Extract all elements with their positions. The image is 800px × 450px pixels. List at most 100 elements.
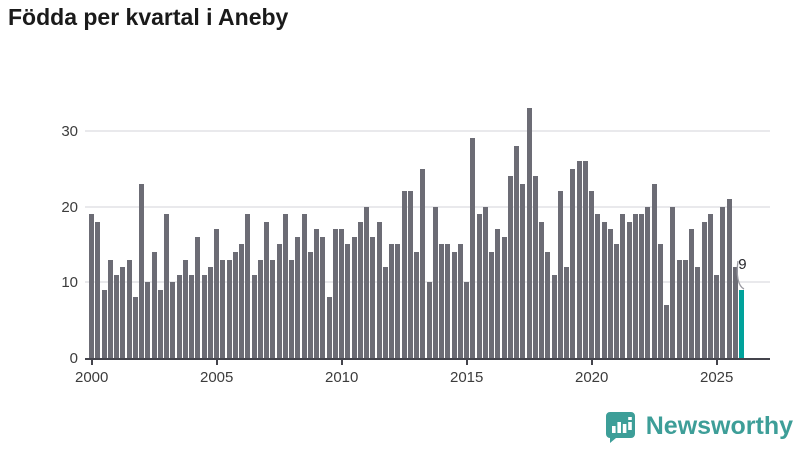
bar <box>682 259 688 358</box>
bar <box>95 221 101 358</box>
bar <box>657 244 663 358</box>
bar <box>214 229 220 358</box>
bar <box>514 146 520 358</box>
bar <box>201 274 207 358</box>
y-axis-label-30: 30 <box>61 122 78 140</box>
bar <box>526 108 532 358</box>
bar <box>295 236 301 358</box>
bar <box>551 274 557 358</box>
last-value-annotation: 9 <box>738 255 747 273</box>
mini-bar-1 <box>611 426 616 433</box>
bar <box>320 236 326 358</box>
bar <box>570 168 576 358</box>
bar <box>576 161 582 358</box>
bar <box>301 214 307 358</box>
bar <box>620 214 626 358</box>
bar <box>420 168 426 358</box>
x-axis-line <box>85 358 770 360</box>
bar <box>632 214 638 358</box>
bar <box>270 259 276 358</box>
bar <box>89 214 95 358</box>
bar <box>582 161 588 358</box>
mini-bar-exclamation <box>627 422 632 430</box>
highlighted-bar <box>739 289 745 358</box>
bar <box>314 229 320 358</box>
x-axis-tick-2010 <box>340 360 343 365</box>
bar <box>664 305 670 358</box>
mini-bar-3 <box>622 424 627 433</box>
bar <box>564 267 570 358</box>
bar <box>170 282 176 358</box>
bar <box>539 221 545 358</box>
bar <box>689 229 695 358</box>
y-axis-label-0: 0 <box>69 350 78 367</box>
bar <box>182 259 188 358</box>
bar <box>114 274 120 358</box>
bar <box>501 236 507 358</box>
annotation-connector-curve <box>736 260 745 290</box>
bar <box>382 267 388 358</box>
bar <box>395 244 401 358</box>
bar <box>145 282 151 358</box>
bar <box>701 221 707 358</box>
bar <box>426 282 432 358</box>
bar <box>601 221 607 358</box>
bar <box>595 214 601 358</box>
bar <box>457 244 463 358</box>
bar <box>257 259 263 358</box>
bar <box>326 297 332 358</box>
x-axis-label-2020: 2020 <box>575 369 609 386</box>
bar <box>276 244 282 358</box>
newsworthy-logo-text: Newsworthy <box>645 412 793 440</box>
bar <box>126 259 132 358</box>
bar <box>489 252 495 358</box>
bar <box>470 138 476 358</box>
gridline-y-20 <box>85 205 770 208</box>
bar <box>389 244 395 358</box>
bar <box>520 183 526 358</box>
bar <box>251 274 257 358</box>
gridline-y-30 <box>85 129 770 132</box>
bar <box>176 274 182 358</box>
bar <box>289 259 295 358</box>
newsworthy-logo-icon <box>605 412 635 443</box>
bar <box>720 206 726 358</box>
bar <box>245 214 251 358</box>
x-axis-tick-2020 <box>590 360 593 365</box>
bar <box>345 244 351 358</box>
bar <box>364 206 370 358</box>
bar <box>120 267 126 358</box>
bar <box>339 229 345 358</box>
x-axis-tick-2015 <box>465 360 468 365</box>
bar <box>207 267 213 358</box>
bar <box>695 267 701 358</box>
bar <box>195 236 201 358</box>
bar <box>482 206 488 358</box>
x-axis-tick-2025 <box>715 360 718 365</box>
bar <box>332 229 338 358</box>
bar <box>732 267 738 358</box>
bar <box>676 259 682 358</box>
mini-bar-2 <box>617 422 621 433</box>
bar <box>532 176 538 358</box>
bar <box>651 183 657 358</box>
bar <box>626 221 632 358</box>
bar <box>707 214 713 358</box>
bar <box>545 252 551 358</box>
bar <box>139 183 145 358</box>
mini-bar-exclamation-dot <box>627 417 632 420</box>
bar <box>432 206 438 358</box>
bar <box>445 244 451 358</box>
x-axis-tick-2000 <box>90 360 93 365</box>
x-axis-label-2015: 2015 <box>450 369 484 386</box>
bar <box>645 206 651 358</box>
bar <box>670 206 676 358</box>
y-axis-label-20: 20 <box>61 198 78 216</box>
bar <box>351 236 357 358</box>
x-axis-tick-2005 <box>215 360 218 365</box>
x-axis-label-2000: 2000 <box>75 369 109 386</box>
bar <box>451 252 457 358</box>
bar <box>726 199 732 358</box>
